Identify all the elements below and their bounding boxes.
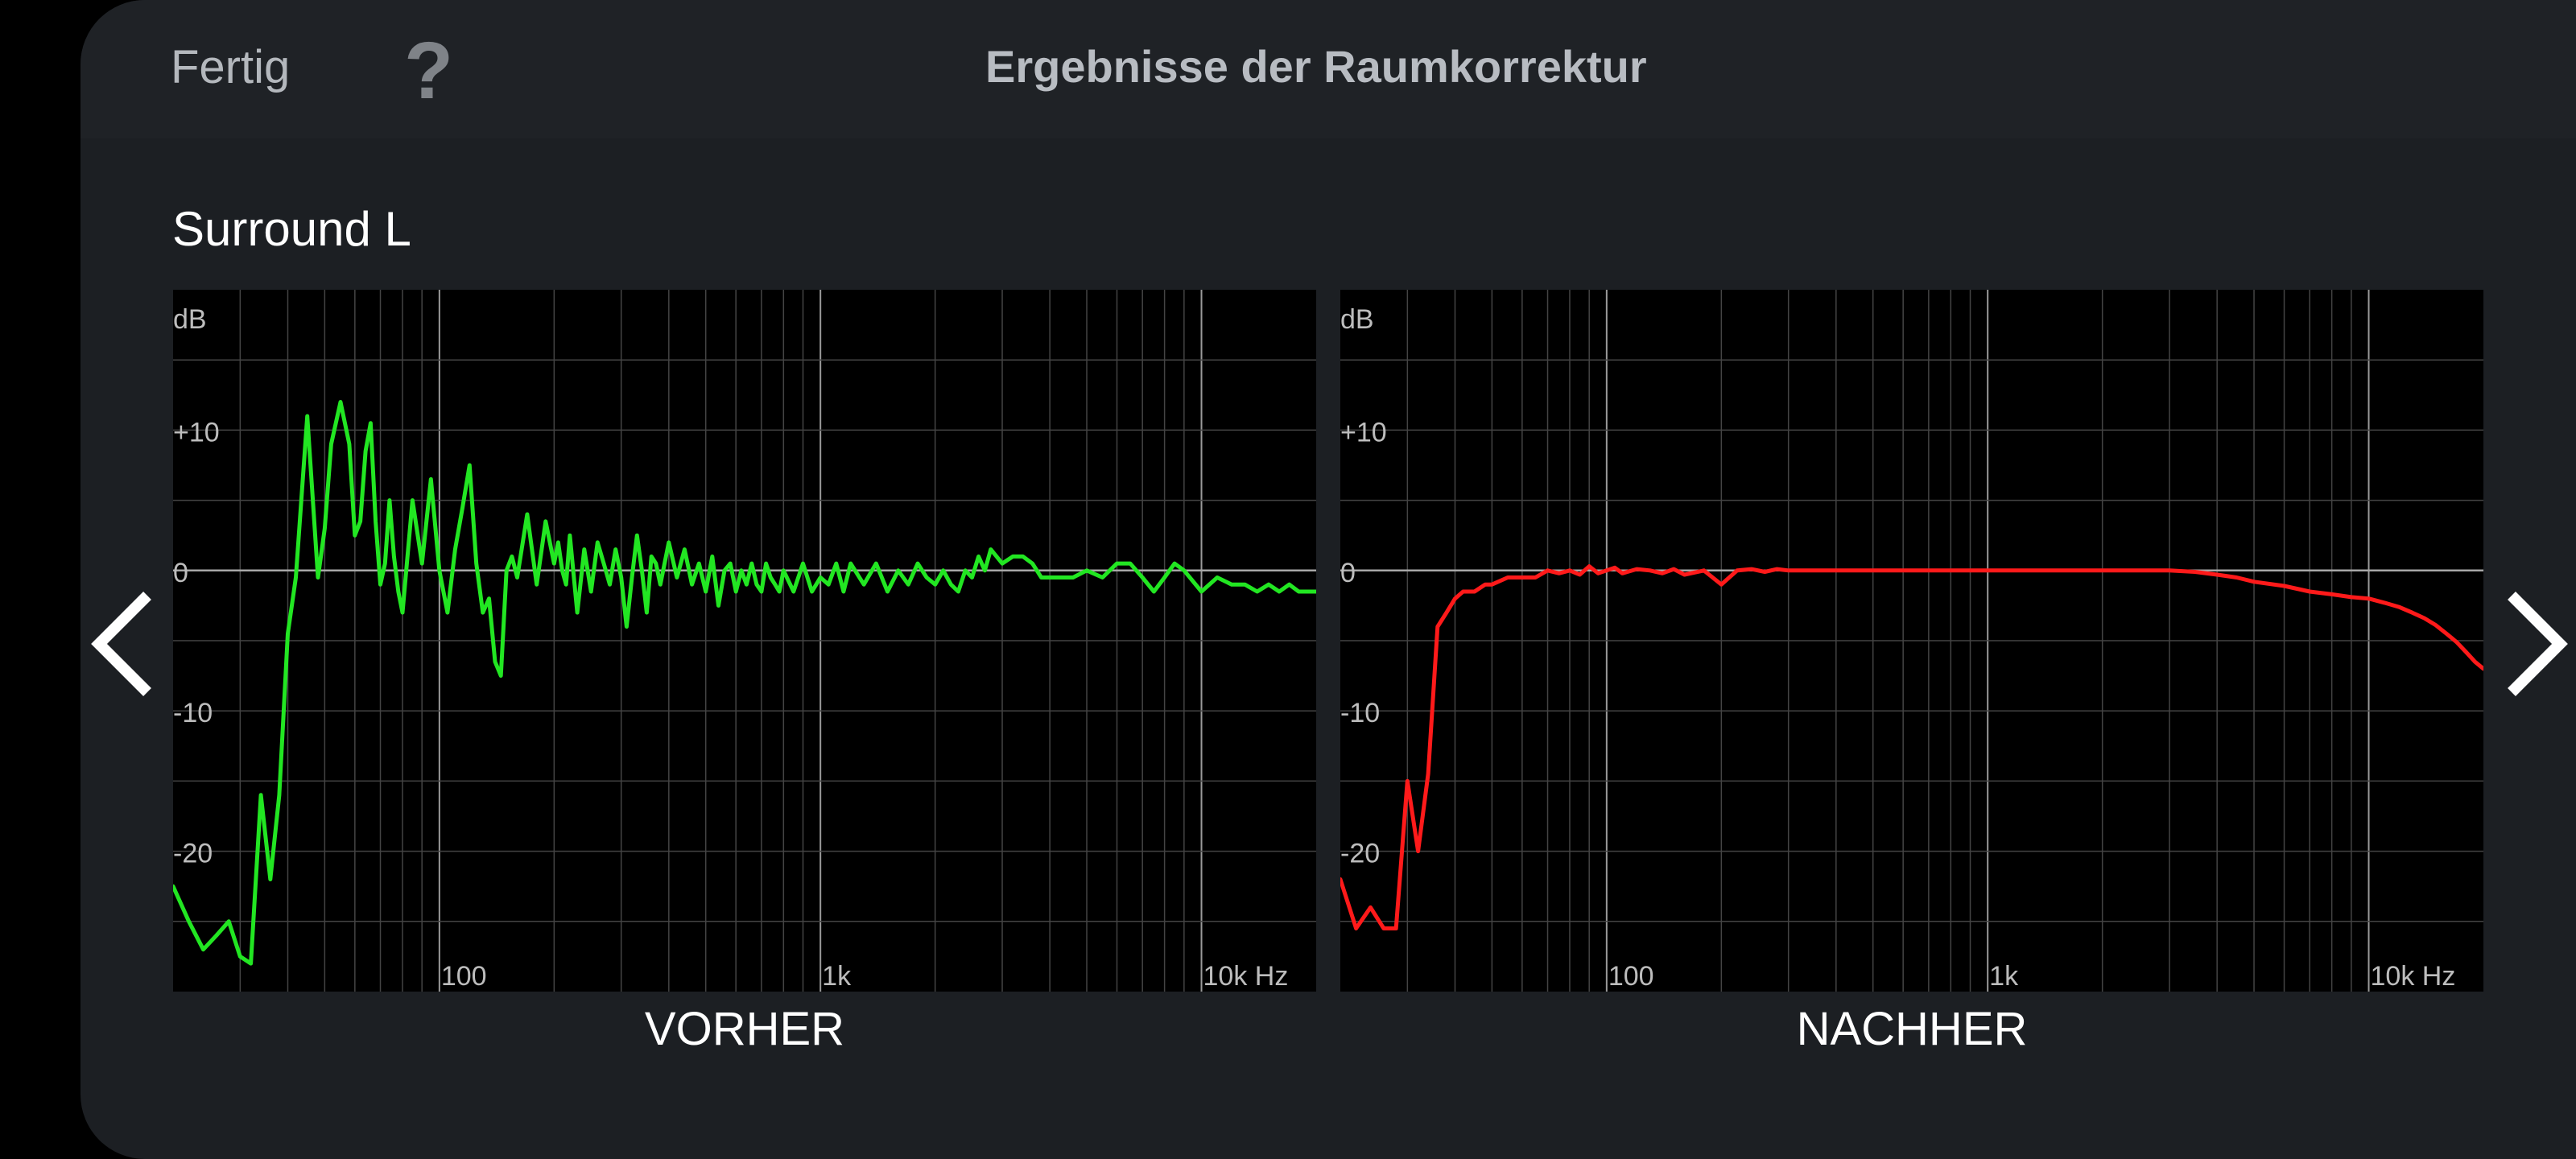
channel-name: Surround L bbox=[172, 202, 411, 256]
x-tick-label: 100 bbox=[1608, 961, 1654, 992]
y-tick-label: +10 bbox=[173, 417, 220, 448]
y-tick-label: -10 bbox=[1340, 698, 1380, 728]
x-tick-label: 10k Hz bbox=[1203, 961, 1289, 992]
y-unit-label: dB bbox=[173, 304, 207, 335]
y-tick-label: -20 bbox=[1340, 839, 1380, 869]
response-curve bbox=[173, 400, 1316, 966]
before-chart: dB +10 0 -10 -20 100 1k 10k Hz bbox=[173, 290, 1316, 992]
x-tick-label: 1k bbox=[1989, 961, 2019, 992]
done-button[interactable]: Fertig bbox=[171, 41, 291, 93]
chevron-left-icon[interactable] bbox=[87, 588, 159, 700]
grid bbox=[173, 290, 1316, 992]
y-tick-label: 0 bbox=[1340, 558, 1356, 588]
after-chart: dB +10 0 -10 -20 100 1k 10k Hz bbox=[1340, 290, 2483, 992]
top-bar: Fertig ? Ergebnisse der Raumkorrektur bbox=[80, 0, 2576, 138]
y-tick-label: +10 bbox=[1340, 417, 1387, 448]
after-chart-plot: dB +10 0 -10 -20 100 1k 10k Hz bbox=[1340, 290, 2483, 992]
x-tick-label: 100 bbox=[441, 961, 487, 992]
x-tick-label: 1k bbox=[822, 961, 852, 992]
help-button[interactable]: ? bbox=[404, 26, 454, 116]
room-correction-results-panel: Fertig ? Ergebnisse der Raumkorrektur Su… bbox=[80, 0, 2576, 1159]
chevron-right-icon[interactable] bbox=[2500, 588, 2572, 700]
y-unit-label: dB bbox=[1340, 304, 1374, 335]
y-tick-label: -10 bbox=[173, 698, 213, 728]
y-tick-label: 0 bbox=[173, 558, 188, 588]
page-title: Ergebnisse der Raumkorrektur bbox=[985, 41, 1647, 92]
after-chart-label: NACHHER bbox=[1796, 1003, 2028, 1055]
before-chart-plot: dB +10 0 -10 -20 100 1k 10k Hz bbox=[173, 290, 1316, 992]
grid bbox=[1340, 290, 2483, 992]
y-tick-label: -20 bbox=[173, 839, 213, 869]
before-chart-label: VORHER bbox=[644, 1003, 845, 1055]
response-curve bbox=[1340, 564, 2483, 930]
x-tick-label: 10k Hz bbox=[2371, 961, 2456, 992]
